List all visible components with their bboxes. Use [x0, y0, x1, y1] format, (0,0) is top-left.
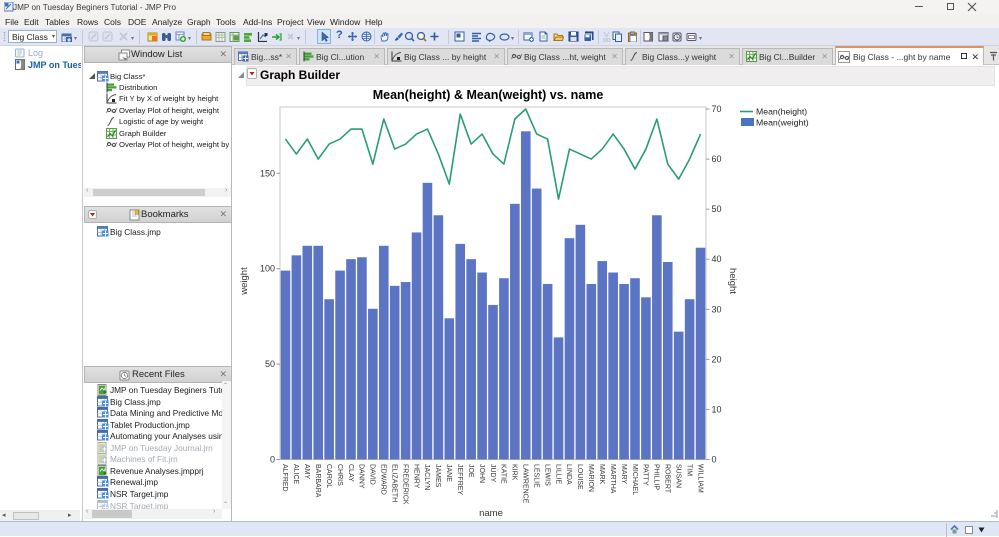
svg-text:CHRIS: CHRIS [336, 464, 343, 486]
svg-text:50: 50 [712, 204, 722, 214]
svg-text:AMY: AMY [303, 464, 310, 480]
svg-text:MARION: MARION [587, 464, 594, 492]
svg-text:PHILLIP: PHILLIP [653, 464, 660, 490]
svg-text:MARY: MARY [620, 464, 627, 484]
svg-text:LEWIS: LEWIS [543, 464, 550, 486]
svg-text:LILLIE: LILLIE [554, 464, 561, 485]
svg-text:weight: weight [239, 267, 250, 296]
svg-text:KATIE: KATIE [500, 464, 507, 484]
svg-text:10: 10 [712, 404, 722, 414]
svg-text:JOE: JOE [467, 464, 474, 478]
svg-text:0: 0 [270, 454, 275, 464]
svg-text:Mean(height) & Mean(weight) vs: Mean(height) & Mean(weight) vs. name [373, 88, 604, 102]
svg-text:CLAY: CLAY [347, 464, 354, 482]
svg-text:100: 100 [260, 264, 275, 274]
svg-text:CAROL: CAROL [325, 464, 332, 488]
svg-text:KIRK: KIRK [511, 464, 518, 481]
svg-text:BARBARA: BARBARA [314, 464, 321, 498]
svg-text:30: 30 [712, 304, 722, 314]
svg-text:JACLYN: JACLYN [423, 464, 430, 490]
svg-text:0: 0 [712, 454, 717, 464]
svg-text:150: 150 [260, 168, 275, 178]
svg-text:MARK: MARK [598, 464, 605, 485]
svg-text:JEFFREY: JEFFREY [456, 464, 463, 495]
svg-text:40: 40 [712, 254, 722, 264]
svg-text:JAMES: JAMES [434, 464, 441, 488]
svg-text:MARTHA: MARTHA [609, 464, 616, 494]
svg-text:DANNY: DANNY [358, 464, 365, 489]
svg-text:70: 70 [712, 104, 722, 114]
svg-text:ELIZABETH: ELIZABETH [390, 464, 397, 502]
svg-text:HENRY: HENRY [412, 464, 419, 489]
svg-text:WILLIAM: WILLIAM [696, 464, 703, 493]
svg-text:JANE: JANE [445, 464, 452, 482]
svg-text:Mean(weight): Mean(weight) [756, 117, 809, 127]
svg-text:JOHN: JOHN [478, 464, 485, 483]
svg-text:TIM: TIM [685, 464, 692, 476]
svg-text:LAWRENCE: LAWRENCE [522, 464, 529, 504]
svg-text:DAVID: DAVID [369, 464, 376, 485]
svg-text:name: name [479, 508, 503, 519]
svg-text:ALICE: ALICE [292, 464, 299, 485]
svg-text:LOUISE: LOUISE [576, 464, 583, 490]
svg-text:FREDERICK: FREDERICK [401, 464, 408, 505]
svg-text:EDWARD: EDWARD [380, 464, 387, 495]
svg-text:MICHAEL: MICHAEL [631, 464, 638, 495]
svg-text:ROBERT: ROBERT [664, 464, 671, 494]
svg-text:ALFRED: ALFRED [281, 464, 288, 492]
svg-text:height: height [727, 268, 738, 294]
svg-text:20: 20 [712, 354, 722, 364]
svg-text:50: 50 [265, 359, 275, 369]
svg-text:JUDY: JUDY [489, 464, 496, 483]
svg-text:PATTY: PATTY [642, 464, 649, 486]
svg-text:60: 60 [712, 154, 722, 164]
svg-text:Mean(height): Mean(height) [756, 106, 807, 116]
svg-text:LESLIE: LESLIE [532, 464, 539, 488]
svg-text:SUSAN: SUSAN [674, 464, 681, 488]
svg-text:LINDA: LINDA [565, 464, 572, 485]
